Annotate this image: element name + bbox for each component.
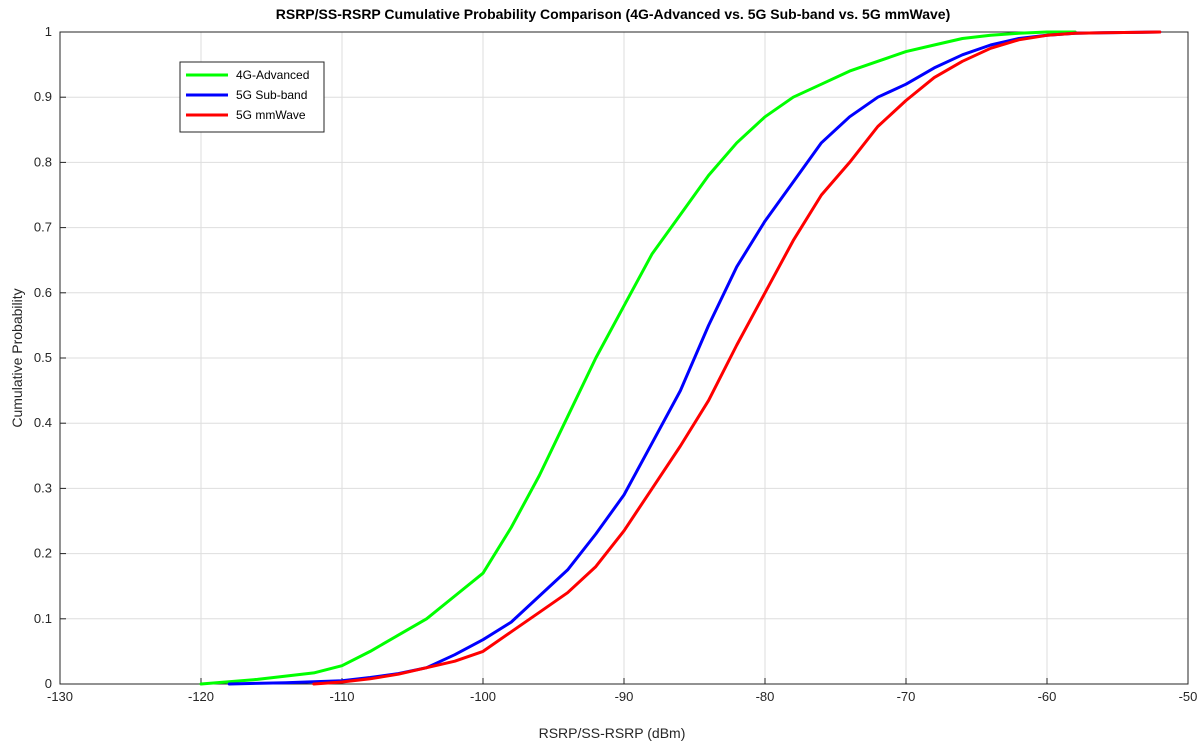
y-tick-label: 0.3 — [34, 480, 52, 495]
x-tick-label: -60 — [1038, 689, 1057, 704]
y-tick-label: 0.4 — [34, 415, 52, 430]
y-tick-label: 0.7 — [34, 220, 52, 235]
x-tick-label: -80 — [756, 689, 775, 704]
x-tick-label: -50 — [1179, 689, 1198, 704]
y-tick-label: 0.2 — [34, 546, 52, 561]
y-tick-label: 0.8 — [34, 154, 52, 169]
x-tick-label: -90 — [615, 689, 634, 704]
y-axis-label: Cumulative Probability — [9, 288, 25, 427]
legend-label: 4G-Advanced — [236, 68, 309, 82]
x-axis-label: RSRP/SS-RSRP (dBm) — [539, 725, 686, 741]
x-tick-label: -110 — [329, 689, 354, 704]
series-line-1 — [199, 30, 1077, 686]
x-tick-label: -100 — [470, 689, 496, 704]
y-tick-label: 0.1 — [34, 611, 52, 626]
legend-label: 5G Sub-band — [236, 88, 307, 102]
axis-ticks: -130 -120 -110 -100 -90 -80 -70 -60 -50 0 0.1 0.2 0.… — [34, 24, 1197, 704]
x-tick-label: -130 — [47, 689, 73, 704]
legend: 4G-Advanced 5G Sub-band 5G mmWave — [179, 61, 325, 133]
y-tick-label: 0 — [45, 676, 52, 691]
y-tick-label: 0.6 — [34, 285, 52, 300]
y-tick-label: 1 — [45, 24, 52, 39]
series-layer — [199, 30, 1162, 686]
x-tick-label: -70 — [897, 689, 916, 704]
legend-label: 5G mmWave — [236, 108, 306, 122]
chart-title: RSRP/SS-RSRP Cumulative Probability Comp… — [276, 6, 951, 22]
y-tick-label: 0.5 — [34, 350, 52, 365]
x-tick-label: -120 — [188, 689, 214, 704]
series-line-3 — [312, 30, 1162, 686]
y-tick-label: 0.9 — [34, 89, 52, 104]
